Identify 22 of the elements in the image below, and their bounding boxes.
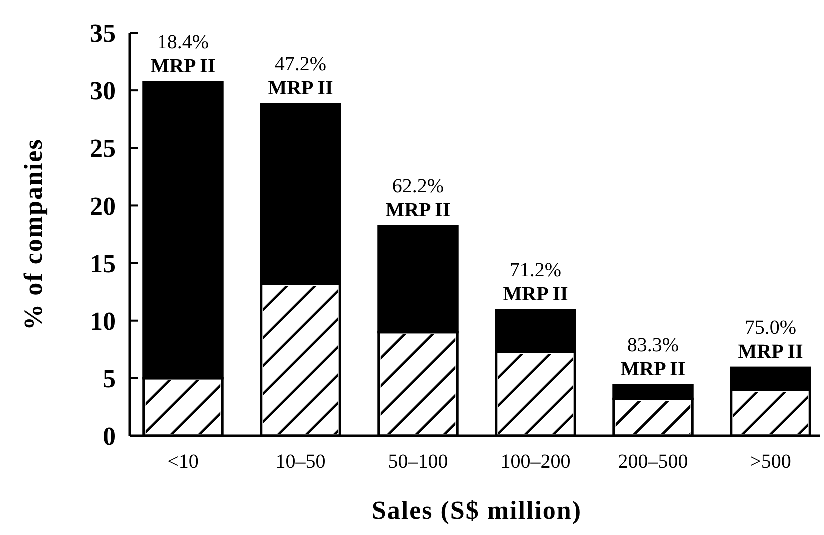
x-tick-label: 10–50 xyxy=(276,451,326,473)
annotation: 47.2% MRP II xyxy=(268,53,334,100)
y-tick-label: 25 xyxy=(90,134,116,164)
x-tick-label: 50–100 xyxy=(388,451,448,473)
annotation: 18.4% MRP II xyxy=(150,32,216,78)
x-tick-label: >500 xyxy=(750,451,792,473)
annotation: 62.2% MRP II xyxy=(386,175,451,222)
x-tick-label: <10 xyxy=(168,451,199,473)
x-axis-title: Sales (S$ million) xyxy=(372,496,582,525)
y-tick-label: 10 xyxy=(90,306,116,336)
y-tick-label: 15 xyxy=(90,249,116,278)
y-axis-title: % of companies xyxy=(19,138,48,330)
y-tick-label: 5 xyxy=(103,364,116,394)
x-tick-label: 100–200 xyxy=(500,451,571,473)
annotation: 75.0% MRP II xyxy=(738,317,804,364)
y-tick-label: 0 xyxy=(103,422,116,452)
y-tick-label: 20 xyxy=(90,192,116,221)
annotation: 83.3% MRP II xyxy=(620,334,686,380)
y-tick-label: 35 xyxy=(90,19,116,48)
annotation: 71.2% MRP II xyxy=(503,259,568,306)
x-tick-label: 200–500 xyxy=(618,451,688,473)
y-tick-label: 30 xyxy=(90,76,116,106)
